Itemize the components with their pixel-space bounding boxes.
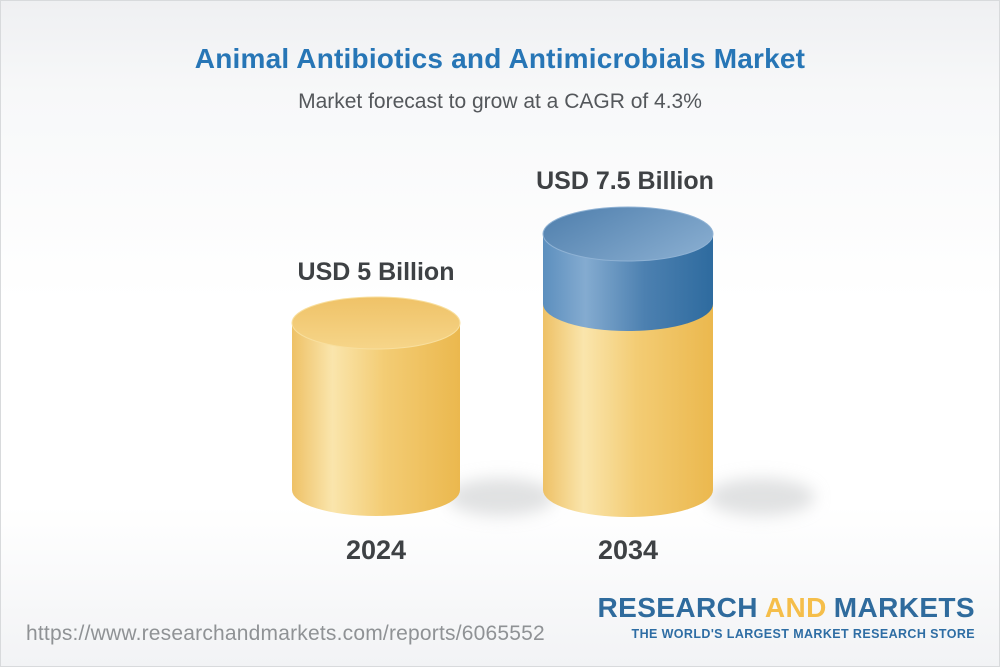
brand-logo-wordmark: RESEARCH AND MARKETS — [598, 593, 975, 623]
report-url: https://www.researchandmarkets.com/repor… — [26, 622, 545, 645]
brand-word-markets: MARKETS — [833, 592, 975, 623]
bar-2024-cylinder-side — [292, 323, 460, 516]
bar-2024-shadow — [447, 478, 555, 516]
brand-logo: RESEARCH AND MARKETS THE WORLD'S LARGEST M… — [598, 593, 975, 642]
brand-tagline: THE WORLD'S LARGEST MARKET RESEARCH STOR… — [631, 627, 975, 641]
brand-word-research: RESEARCH — [597, 592, 758, 623]
header: Animal Antibiotics and Antimicrobials Ma… — [1, 1, 999, 115]
bar-2034-cylinder-growth — [543, 234, 713, 331]
category-label-2034: 2034 — [597, 535, 659, 565]
page-subtitle: Market forecast to grow at a CAGR of 4.3… — [298, 90, 702, 113]
bar-2024-cylinder-top — [291, 296, 461, 350]
bar-2034-cylinder-base — [543, 301, 713, 517]
page-title: Animal Antibiotics and Antimicrobials Ma… — [194, 43, 806, 74]
value-label-2034: USD 7.5 Billion — [536, 167, 714, 195]
bar-2034-shadow — [707, 478, 815, 516]
value-label-2024: USD 5 Billion — [297, 258, 455, 286]
category-label-2024: 2024 — [345, 535, 407, 565]
brand-word-and: AND — [764, 592, 827, 623]
bar-2034-cylinder-top — [542, 206, 714, 262]
